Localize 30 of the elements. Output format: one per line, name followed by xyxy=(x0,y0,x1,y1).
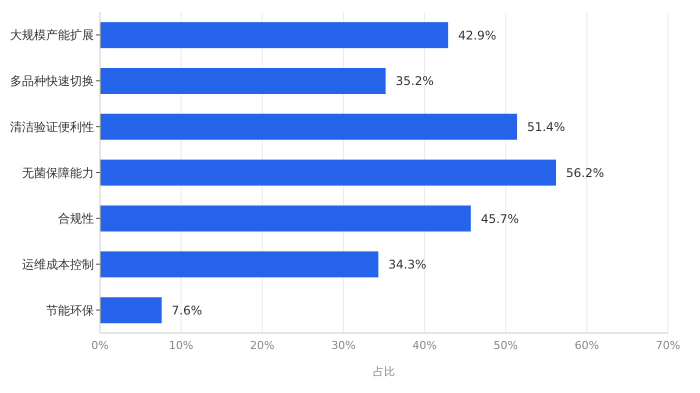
bar xyxy=(100,206,471,232)
x-tick-label: 10% xyxy=(168,338,194,352)
data-label: 42.9% xyxy=(458,28,496,42)
y-tick-label: 大规模产能扩展 xyxy=(10,28,94,42)
bar xyxy=(100,251,378,278)
bar xyxy=(100,114,518,140)
y-tick-label: 运维成本控制 xyxy=(22,257,94,272)
bar xyxy=(100,68,386,94)
y-tick-label: 多品种快速切换 xyxy=(10,74,94,88)
x-axis-title: 占比 xyxy=(373,365,395,378)
y-tick-label: 无菌保障能力 xyxy=(22,166,94,180)
y-tick-label: 清洁验证便利性 xyxy=(10,120,94,134)
bar xyxy=(100,297,162,324)
data-label: 51.4% xyxy=(527,120,566,134)
bar xyxy=(100,160,556,186)
bar xyxy=(100,22,448,48)
x-tick-label: 20% xyxy=(250,338,275,352)
y-tick-label: 节能环保 xyxy=(46,303,94,318)
data-label: 34.3% xyxy=(388,258,426,272)
x-tick-label: 30% xyxy=(331,338,356,352)
data-label: 56.2% xyxy=(566,166,604,180)
data-label: 45.7% xyxy=(480,212,519,226)
x-tick-label: 0% xyxy=(91,338,109,352)
data-label: 7.6% xyxy=(172,303,202,318)
y-tick-label: 合规性 xyxy=(58,212,94,226)
data-label: 35.2% xyxy=(396,74,434,88)
x-tick-label: 50% xyxy=(493,338,518,352)
x-tick-label: 70% xyxy=(656,338,680,352)
x-tick-label: 60% xyxy=(574,338,600,352)
x-tick-label: 40% xyxy=(412,338,437,352)
